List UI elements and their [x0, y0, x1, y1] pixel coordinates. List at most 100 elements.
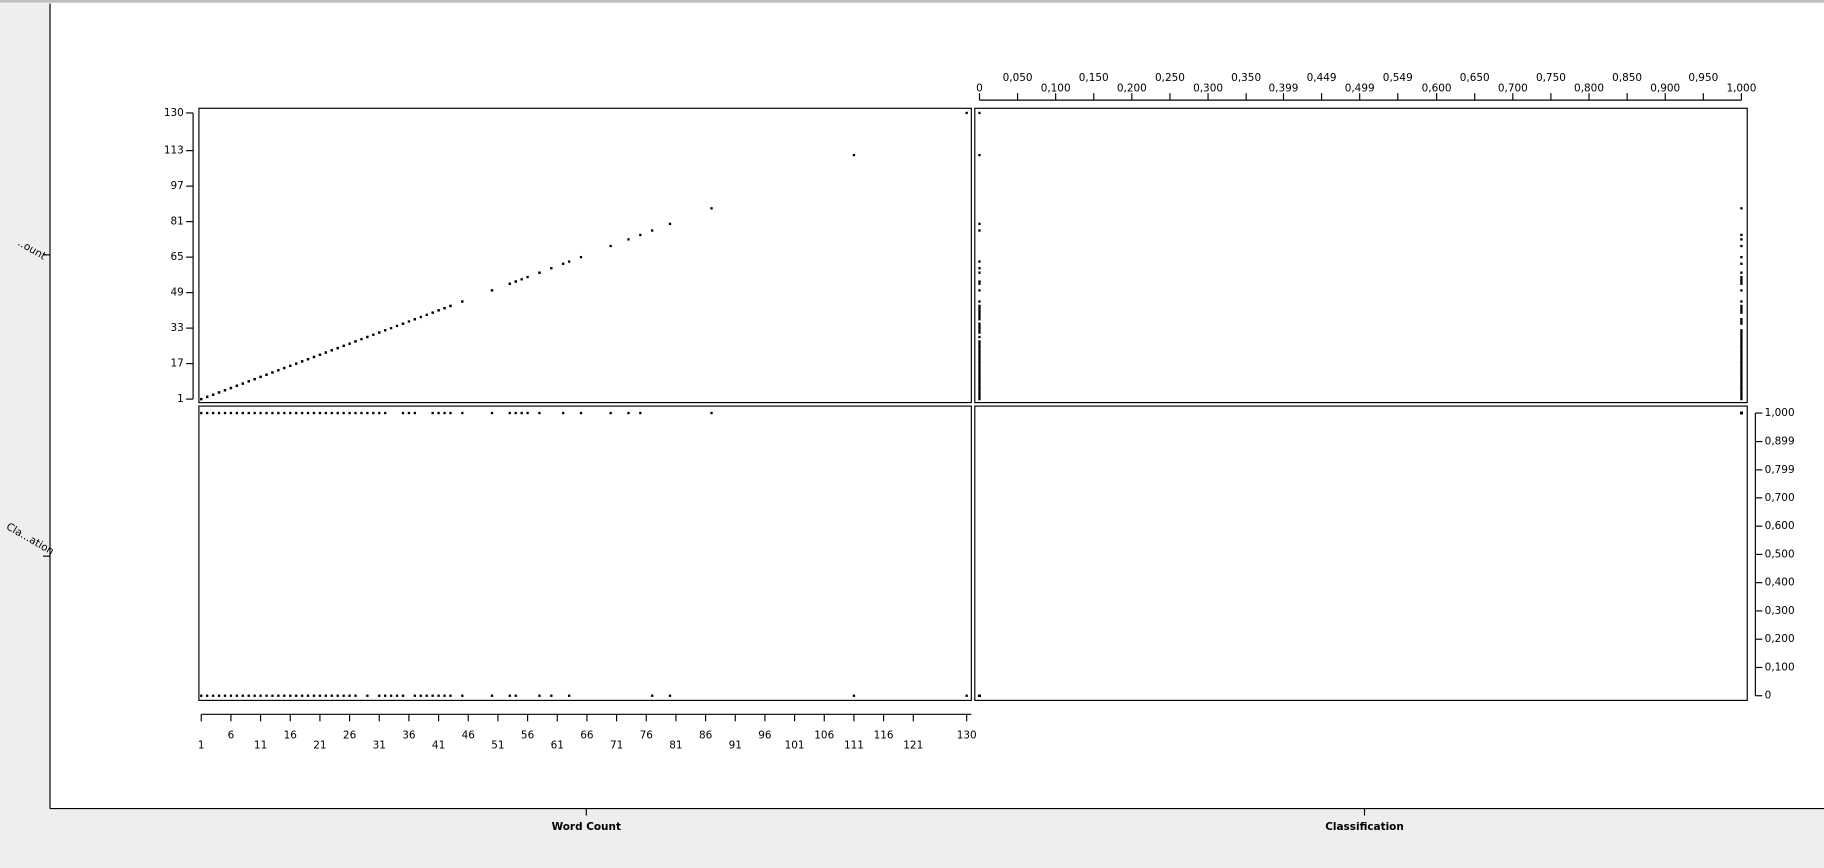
y-tick-label: 0,899 — [1765, 436, 1795, 448]
point — [324, 694, 328, 697]
point — [443, 306, 446, 310]
point — [283, 411, 286, 415]
point — [241, 694, 244, 697]
x-tick-label: 0,700 — [1498, 83, 1528, 95]
point — [978, 289, 981, 292]
point — [336, 346, 339, 350]
point — [978, 304, 981, 308]
point — [407, 320, 411, 323]
point — [538, 411, 541, 415]
point — [978, 694, 981, 697]
y-tick-label: 1 — [177, 393, 184, 405]
x-tick-label: 0,300 — [1193, 83, 1223, 95]
top-border — [0, 0, 1824, 3]
point — [668, 222, 672, 226]
point — [978, 340, 981, 343]
x-tick-label: 0,100 — [1041, 83, 1071, 95]
point — [1740, 393, 1743, 396]
point — [366, 411, 369, 415]
point — [306, 694, 310, 697]
panel-frame — [198, 405, 972, 701]
point — [407, 411, 411, 415]
point — [978, 351, 981, 354]
point — [965, 111, 968, 115]
point — [253, 411, 256, 415]
point — [289, 411, 292, 415]
x-tick-label: 130 — [957, 729, 977, 741]
y-tick-label: 33 — [170, 322, 183, 334]
point — [965, 694, 968, 697]
column-label: Classification — [1325, 821, 1404, 833]
x-tick-label: 56 — [521, 729, 534, 741]
point — [978, 306, 981, 310]
point — [1740, 262, 1743, 265]
point — [342, 344, 345, 348]
x-tick-label: 11 — [254, 740, 267, 752]
x-tick-label: 1 — [198, 740, 205, 752]
point — [1740, 373, 1743, 376]
point — [206, 395, 209, 399]
point — [978, 353, 981, 356]
x-tick-label: 0 — [976, 83, 983, 95]
point — [413, 411, 417, 415]
x-tick-label: 0,850 — [1612, 72, 1642, 84]
point — [567, 260, 571, 263]
point — [978, 311, 981, 314]
point — [1740, 362, 1743, 365]
point — [1740, 371, 1743, 374]
point — [1740, 233, 1743, 237]
point — [1740, 380, 1743, 383]
point — [1740, 346, 1743, 350]
point — [461, 300, 464, 303]
point — [283, 694, 286, 697]
point — [449, 304, 452, 308]
point — [283, 366, 286, 370]
point — [330, 349, 333, 352]
x-tick-label: 26 — [343, 729, 356, 741]
point — [419, 694, 422, 697]
point — [229, 411, 233, 415]
point — [579, 411, 583, 415]
point — [651, 694, 654, 697]
point — [978, 384, 981, 387]
point — [978, 395, 981, 399]
point — [306, 411, 310, 415]
point — [1740, 309, 1743, 312]
point — [978, 111, 981, 115]
point — [508, 282, 511, 285]
point — [1740, 395, 1743, 399]
x-tick-label: 0,600 — [1422, 83, 1452, 95]
point — [253, 694, 256, 697]
point — [978, 309, 981, 312]
point — [271, 694, 274, 697]
point — [978, 355, 981, 359]
point — [247, 380, 250, 383]
point — [342, 411, 345, 415]
point — [978, 300, 981, 303]
point — [627, 411, 630, 415]
column-label: Word Count — [552, 821, 621, 833]
y-tick-label: 0,100 — [1765, 661, 1795, 673]
point — [306, 358, 310, 361]
panel-frame — [198, 107, 972, 404]
point — [312, 411, 316, 415]
point — [1740, 360, 1743, 363]
point — [378, 411, 381, 415]
x-tick-label: 0,950 — [1688, 72, 1718, 84]
point — [526, 275, 529, 279]
x-tick-label: 0,350 — [1231, 72, 1261, 84]
point — [609, 244, 612, 248]
point — [366, 335, 369, 339]
point — [710, 411, 713, 415]
point — [431, 311, 434, 314]
point — [211, 393, 215, 396]
y-tick-label: 0,400 — [1765, 577, 1795, 589]
y-tick-label: 65 — [170, 251, 183, 263]
point — [978, 322, 981, 325]
point — [265, 373, 268, 376]
point — [1740, 369, 1743, 372]
point — [336, 694, 339, 697]
point — [978, 393, 981, 396]
y-tick-label: 17 — [170, 358, 183, 370]
point — [318, 353, 322, 356]
